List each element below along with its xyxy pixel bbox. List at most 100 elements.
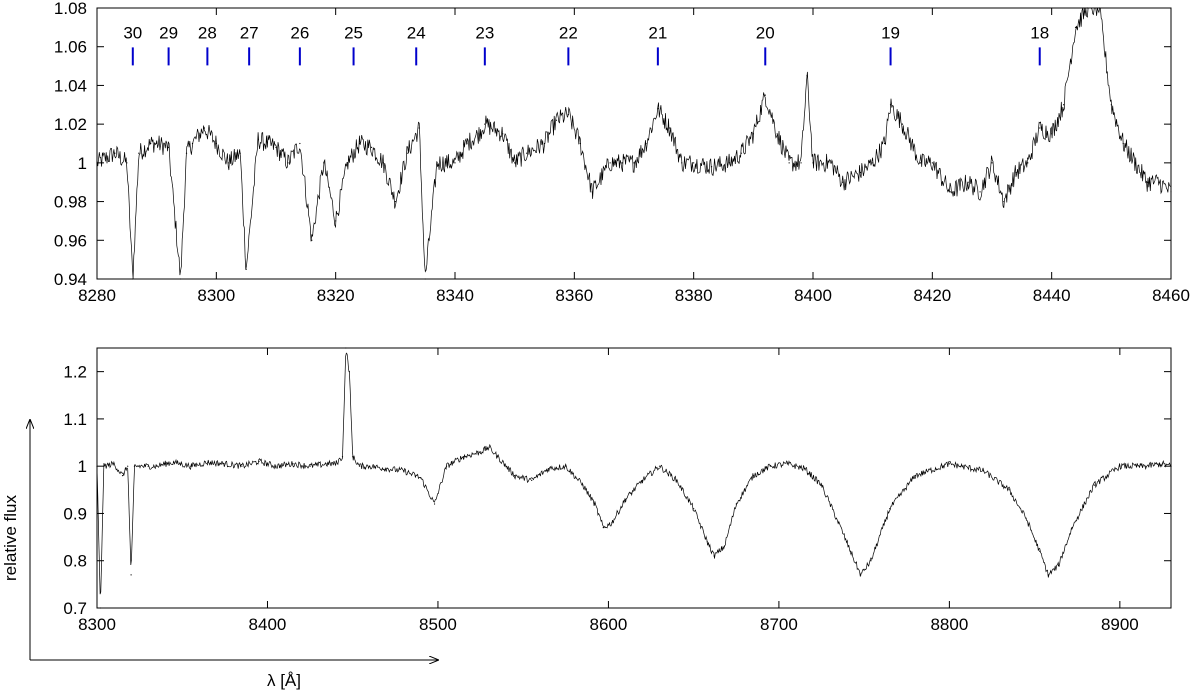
- spectrum-point: [224, 463, 226, 465]
- spectrum-point: [1119, 465, 1121, 467]
- spectrum-point: [150, 142, 152, 145]
- spectrum-point: [466, 142, 468, 145]
- spectrum-point: [420, 477, 422, 479]
- spectrum-point: [133, 465, 136, 467]
- spectrum-point: [548, 467, 550, 470]
- spectrum-point: [258, 460, 260, 463]
- spectrum-point: [565, 465, 567, 467]
- spectrum-point: [514, 475, 516, 477]
- spectrum-point: [369, 465, 371, 467]
- spectrum-point: [190, 465, 192, 467]
- y-tick-label: 0.96: [54, 231, 87, 250]
- x-tick-label: 8340: [436, 286, 474, 305]
- x-tick-label: 8460: [1152, 286, 1190, 305]
- x-tick-label: 8500: [419, 615, 457, 634]
- bottom-y-axis: 0.7 0.8 0.9 1 1.1 1.2: [63, 363, 1171, 618]
- x-tick-label: 8360: [555, 286, 593, 305]
- spectrum-point: [138, 152, 140, 154]
- spectrum-point: [764, 94, 766, 96]
- spectrum-point: [728, 162, 731, 164]
- y-axis-label: relative flux: [1, 495, 20, 581]
- x-tick-label: 8900: [1101, 615, 1139, 634]
- spectrum-point: [394, 200, 396, 203]
- line-marker-label: 24: [407, 23, 426, 42]
- top-y-axis: 0.94 0.96 0.98 1 1.02 1.04 1.06 1.08: [54, 0, 1171, 289]
- spectrum-point: [335, 220, 337, 222]
- spectrum-point: [621, 162, 623, 164]
- spectrum-point: [602, 527, 604, 529]
- spectrum-point: [543, 142, 546, 145]
- spectrum-point: [358, 142, 361, 145]
- spectrum-point: [769, 465, 771, 467]
- line-marker-label: 20: [756, 23, 775, 42]
- top-plot-frame: [96, 7, 1172, 280]
- spectrum-point: [1003, 200, 1005, 203]
- spectrum-point: [323, 162, 325, 164]
- spectrum-point: [191, 142, 194, 145]
- spectrum-point: [121, 475, 124, 477]
- bottom-panel: 8300 8400 8500 8600 8700 8800 8900 0.7 0.8 0.9 1 1…: [63, 347, 1172, 634]
- spectrum-point: [706, 541, 708, 543]
- spectrum-point: [710, 166, 713, 168]
- spectrum-point: [514, 162, 516, 164]
- spectrum-point: [227, 162, 229, 164]
- spectrum-point: [776, 133, 778, 135]
- spectrum-point: [820, 484, 823, 486]
- spectrum-point: [454, 162, 456, 164]
- x-tick-label: 8380: [675, 286, 713, 305]
- spectrum-point: [127, 465, 129, 467]
- spectrum-point: [1039, 127, 1041, 129]
- spectrum-point: [1161, 463, 1164, 465]
- spectrum-point: [723, 545, 725, 548]
- line-marker-label: 29: [159, 23, 178, 42]
- spectrum-point: [168, 146, 170, 148]
- spectrum-point: [591, 191, 593, 193]
- spectrum-point: [967, 181, 969, 183]
- spectrum-point: [567, 113, 569, 116]
- spectrum-point: [497, 456, 499, 458]
- spectrum-point: [837, 522, 840, 524]
- spectrum-point: [488, 446, 490, 448]
- spectrum-point: [479, 451, 482, 453]
- spectrum-point: [173, 461, 175, 463]
- spectrum-point: [241, 465, 243, 467]
- spectrum-point: [1144, 465, 1147, 467]
- line-marker-label: 18: [1030, 23, 1049, 42]
- line-marker-label: 28: [198, 23, 217, 42]
- x-tick-label: 8320: [317, 286, 355, 305]
- spectrum-point: [594, 503, 596, 505]
- spectrum-point: [114, 152, 116, 154]
- spectrum-point: [991, 162, 993, 164]
- spectrum-point: [347, 162, 349, 164]
- spectrum-point: [830, 162, 832, 164]
- spectrum-point: [800, 162, 802, 164]
- spectrum-point: [582, 484, 584, 486]
- spectrum-point: [207, 461, 209, 463]
- spectrum-point: [386, 467, 388, 470]
- spectrum-point: [1071, 527, 1073, 529]
- spectrum-point: [609, 162, 611, 164]
- spectrum-point: [1063, 104, 1065, 106]
- spectrum-point: [156, 465, 158, 467]
- spectrum-point: [735, 503, 737, 505]
- spectrum-point: [676, 479, 678, 481]
- y-tick-label: 1.1: [63, 410, 87, 429]
- spectrum-point: [531, 479, 533, 481]
- bottom-spectrum-series: [96, 347, 1172, 609]
- spectrum-point: [1122, 142, 1124, 145]
- spectrum-point: [641, 479, 644, 481]
- y-tick-label: 0.9: [63, 504, 87, 523]
- y-tick-label: 1: [78, 457, 87, 476]
- spectrum-point: [275, 465, 277, 467]
- spectrum-point: [436, 162, 438, 164]
- bottom-plot-frame: [96, 347, 1172, 609]
- spectrum-line: [96, 352, 1172, 595]
- line-marker-label: 25: [344, 23, 363, 42]
- spectrum-point: [445, 465, 448, 467]
- spectrum-point: [292, 463, 294, 465]
- spectrum-point: [484, 123, 486, 125]
- spectrum-point: [681, 162, 683, 164]
- y-tick-label: 1.02: [54, 115, 87, 134]
- spectrum-point: [1015, 171, 1017, 174]
- y-tick-label: 1: [78, 154, 87, 173]
